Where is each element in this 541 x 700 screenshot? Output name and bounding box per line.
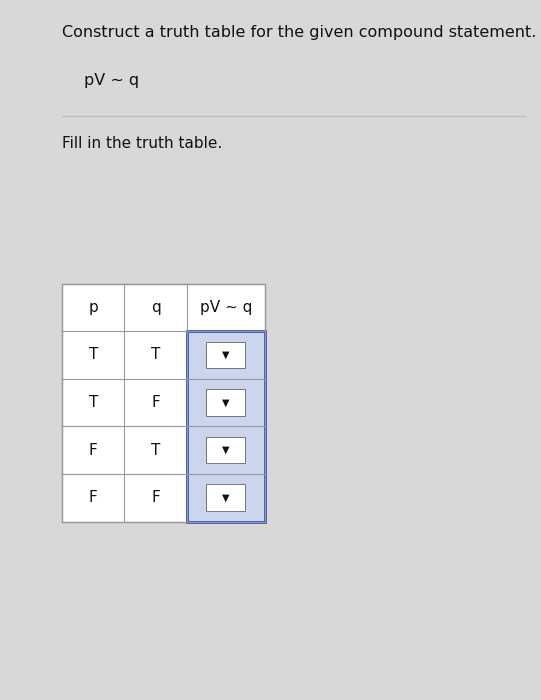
Text: ▼: ▼ (222, 493, 229, 503)
Text: pV ∼ q: pV ∼ q (84, 74, 139, 88)
Bar (207, 484, 246, 511)
Bar (207, 437, 246, 463)
Text: F: F (89, 442, 98, 458)
Text: T: T (151, 442, 160, 458)
Text: F: F (89, 490, 98, 505)
Bar (207, 389, 246, 416)
Text: q: q (150, 300, 161, 315)
Text: Fill in the truth table.: Fill in the truth table. (62, 136, 222, 151)
Text: F: F (151, 490, 160, 505)
Bar (62, 284, 265, 522)
Text: T: T (151, 347, 160, 363)
Text: ▼: ▼ (222, 398, 229, 407)
Text: ▼: ▼ (222, 445, 229, 455)
Text: Construct a truth table for the given compound statement.: Construct a truth table for the given co… (62, 25, 537, 39)
Text: p: p (88, 300, 98, 315)
Bar (187, 331, 265, 522)
Text: F: F (151, 395, 160, 410)
Text: T: T (89, 347, 98, 363)
Text: pV ∼ q: pV ∼ q (200, 300, 252, 315)
Bar (207, 342, 246, 368)
Text: ▼: ▼ (222, 350, 229, 360)
Text: T: T (89, 395, 98, 410)
